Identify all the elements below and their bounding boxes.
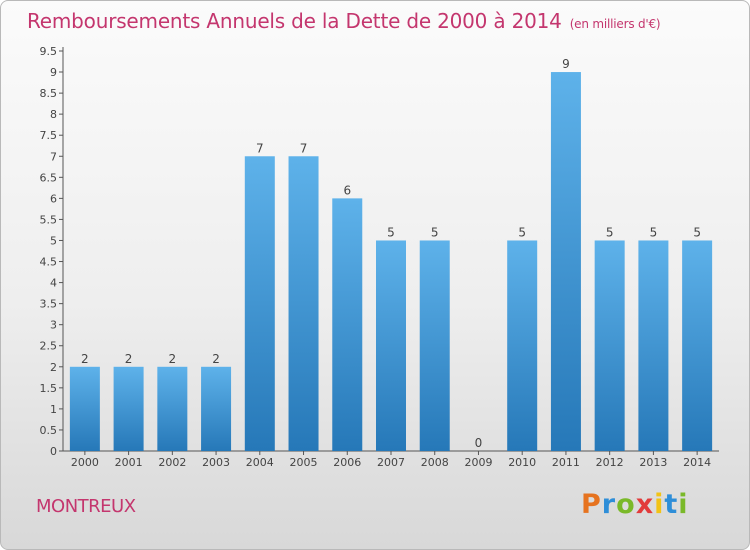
bar [594, 240, 625, 451]
x-tick-label: 2004 [246, 456, 274, 469]
x-tick-label: 2011 [552, 456, 580, 469]
bar [157, 366, 188, 451]
chart-title: Remboursements Annuels de la Dette de 20… [27, 9, 661, 33]
x-tick-label: 2013 [639, 456, 667, 469]
x-tick-label: 2002 [158, 456, 186, 469]
bar [244, 156, 275, 451]
x-tick-label: 2010 [508, 456, 536, 469]
y-tick-label: 4.5 [40, 256, 58, 269]
x-tick-label: 2008 [421, 456, 449, 469]
x-tick-label: 2003 [202, 456, 230, 469]
y-tick-label: 2 [50, 361, 57, 374]
bar [201, 366, 232, 451]
logo-letter: t [664, 489, 679, 520]
bar [376, 240, 406, 451]
commune-name: MONTREUX [36, 496, 136, 517]
bar [288, 156, 319, 451]
bar-value-label: 5 [387, 225, 395, 239]
bar [682, 240, 713, 451]
bar [332, 198, 363, 451]
unit-label: (en milliers d'€) [569, 17, 661, 31]
x-tick-label: 2001 [115, 456, 143, 469]
bar-value-label: 5 [518, 225, 526, 239]
y-tick-label: 9.5 [40, 45, 58, 58]
y-tick-label: 4 [50, 277, 57, 290]
y-tick-label: 5 [50, 234, 57, 247]
bar [638, 240, 669, 451]
y-tick-label: 0.5 [40, 424, 58, 437]
x-tick-label: 2007 [377, 456, 405, 469]
bar-value-label: 7 [256, 141, 264, 155]
logo-letter: r [601, 489, 617, 520]
y-tick-label: 7 [50, 150, 57, 163]
y-tick-label: 9 [50, 66, 57, 79]
y-tick-label: 3.5 [40, 298, 58, 311]
y-tick-label: 6 [50, 192, 57, 205]
bar-value-label: 5 [650, 225, 658, 239]
x-tick-label: 2009 [464, 456, 492, 469]
y-tick-label: 3 [50, 319, 57, 332]
proxiti-logo: Proxiti [581, 489, 689, 520]
bar-value-label: 2 [212, 352, 220, 366]
bar [69, 366, 100, 451]
y-tick-label: 6.5 [40, 171, 58, 184]
bar-value-label: 2 [81, 352, 89, 366]
logo-letter: i [654, 489, 665, 520]
bar-value-label: 5 [431, 225, 439, 239]
bar [419, 240, 450, 451]
x-tick-label: 2014 [683, 456, 711, 469]
bar [507, 240, 538, 451]
bar-value-label: 7 [300, 141, 308, 155]
bar-value-label: 5 [606, 225, 614, 239]
y-tick-label: 7.5 [40, 129, 58, 142]
logo-letter: o [616, 489, 636, 520]
x-tick-label: 2006 [333, 456, 361, 469]
x-tick-label: 2012 [596, 456, 624, 469]
bar [550, 72, 581, 451]
logo-letter: i [678, 489, 689, 520]
bar-value-label: 2 [125, 352, 133, 366]
y-tick-label: 5.5 [40, 213, 58, 226]
x-tick-label: 2005 [290, 456, 318, 469]
y-tick-label: 8.5 [40, 87, 58, 100]
logo-letter: x [635, 489, 655, 520]
y-tick-label: 8 [50, 108, 57, 121]
y-tick-label: 1.5 [40, 382, 58, 395]
y-tick-label: 0 [50, 445, 57, 458]
logo-letter: P [581, 489, 602, 520]
bar-value-label: 9 [562, 57, 570, 71]
y-tick-label: 2.5 [40, 340, 58, 353]
bar-value-label: 5 [693, 225, 701, 239]
x-tick-label: 2000 [71, 456, 99, 469]
bar-value-label: 2 [169, 352, 177, 366]
bar [113, 366, 144, 451]
y-tick-label: 1 [50, 403, 57, 416]
bar-value-label: 0 [475, 436, 483, 450]
bar-value-label: 6 [343, 183, 351, 197]
